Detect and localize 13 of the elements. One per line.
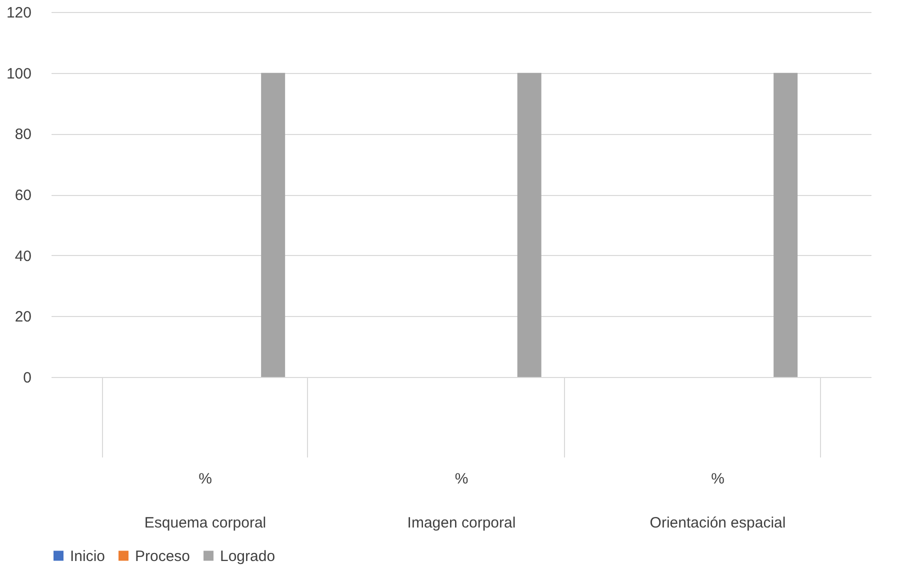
y-tick-label: 0 xyxy=(23,370,32,386)
y-tick-label: 40 xyxy=(14,248,32,265)
legend-label: Logrado xyxy=(220,548,276,565)
y-tick-label: 100 xyxy=(6,65,32,82)
legend-label: Proceso xyxy=(135,548,190,565)
category-label: % Orientación espacial xyxy=(650,470,786,532)
legend-label: Inicio xyxy=(70,548,106,565)
y-tick-label: 60 xyxy=(14,187,32,204)
y-tick-label: 20 xyxy=(14,308,32,326)
category-label: % Esquema corporal xyxy=(144,470,266,532)
y-tick-label: 120 xyxy=(6,4,32,22)
y-tick-label: 80 xyxy=(14,126,32,144)
category-label: % Imagen corporal xyxy=(407,470,516,532)
